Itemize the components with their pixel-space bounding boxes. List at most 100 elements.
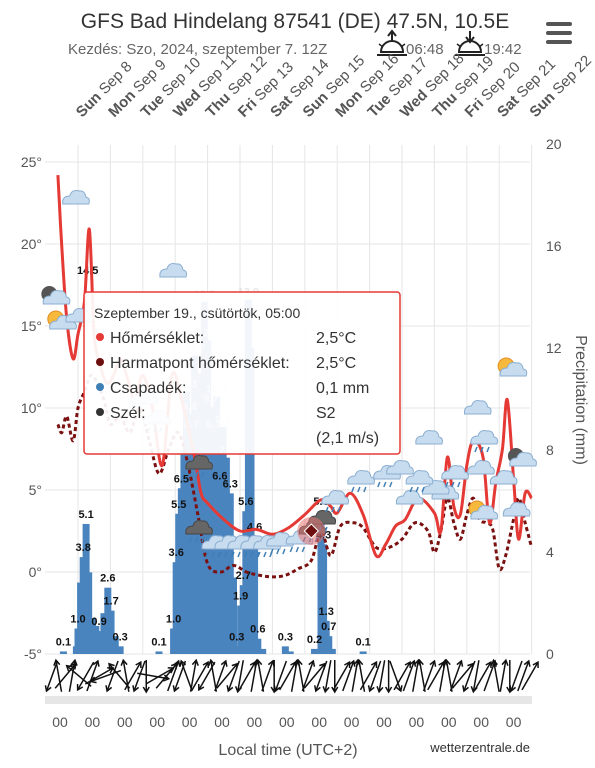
run-start: Kezdés: Szo, 2024, szeptember 7. 12Z <box>68 41 327 58</box>
cloud-icon <box>395 490 424 505</box>
rain-drop <box>486 446 490 453</box>
precipitation-tick-label: 16 <box>546 238 562 254</box>
wind-arrow <box>53 658 63 692</box>
wind-arrow <box>490 658 500 692</box>
precipitation-tick-label: 12 <box>546 340 562 356</box>
wind-arrow <box>76 661 95 692</box>
wind-shaft <box>445 660 453 692</box>
wind-head <box>395 685 403 693</box>
precipitation-bar <box>59 651 67 654</box>
rain-drop <box>331 506 335 513</box>
wind-arrow <box>132 660 146 693</box>
wind-arrow <box>359 660 378 691</box>
precipitation-value-label: 1.9 <box>233 591 248 603</box>
wind-shaft <box>77 661 95 691</box>
cloud-shape <box>42 290 71 305</box>
wind-shaft <box>124 661 142 691</box>
hour-tick-label: 00 <box>376 714 392 730</box>
wind-shaft <box>227 660 240 692</box>
precipitation-value-label: 0.1 <box>355 636 370 648</box>
scrollbar[interactable] <box>45 696 532 704</box>
wind-arrow <box>120 658 130 692</box>
wind-shaft <box>499 660 507 692</box>
wind-head <box>429 659 437 667</box>
precipitation-value-label: 0.9 <box>91 616 106 628</box>
wind-shaft <box>324 660 332 692</box>
temperature-tick-label: 25° <box>21 154 42 170</box>
wind-head <box>53 658 61 666</box>
wind-arrow <box>179 659 193 692</box>
rain-drop <box>409 486 413 493</box>
highlight-diamond <box>303 523 319 539</box>
cloud-icon <box>62 190 90 205</box>
wind-shaft <box>210 660 218 692</box>
wind-head <box>44 685 52 693</box>
temperature-tick-label: -5° <box>24 646 42 662</box>
wind-head <box>384 686 393 694</box>
precipitation-value-label: 5.6 <box>238 496 253 508</box>
precipitation-value-label: 0.3 <box>229 631 244 643</box>
tooltip-temp-value: 2,5°C <box>316 330 356 347</box>
rain-cloud-icon <box>470 430 499 453</box>
precipitation-value-label: 1.0 <box>70 614 85 626</box>
wind-head <box>273 685 281 693</box>
menu-icon[interactable] <box>546 22 572 44</box>
rain-drop <box>224 551 228 558</box>
precipitation-bar <box>111 636 119 654</box>
credit[interactable]: wetterzentrale.de <box>429 740 530 755</box>
wind-shaft <box>137 672 169 680</box>
precipitation-value-label: 6.6 <box>212 471 227 483</box>
wind-head <box>462 685 469 693</box>
wind-arrow <box>189 658 199 692</box>
wind-head <box>295 658 303 666</box>
wind-shaft <box>84 667 114 685</box>
wind-arrow <box>389 660 403 693</box>
wind-head <box>322 686 330 694</box>
precipitation-value-label: 1.3 <box>319 606 334 618</box>
hour-tick-label: 00 <box>409 714 425 730</box>
rain-drop <box>205 551 209 558</box>
wind-arrow <box>376 660 386 694</box>
wind-arrow <box>462 660 476 693</box>
cloud-shape <box>421 480 450 495</box>
wind-arrow <box>422 659 437 692</box>
partly-sunny-icon <box>497 357 528 377</box>
highlight-marker <box>297 517 326 545</box>
precipitation-bar <box>100 613 108 654</box>
wind-head <box>173 659 181 667</box>
storm-cloud-icon <box>185 520 213 543</box>
sunset-icon <box>455 31 485 56</box>
wind-arrow <box>517 659 531 692</box>
wind-arrow <box>301 659 316 692</box>
wind-shaft <box>378 660 386 692</box>
wind-head <box>132 685 140 693</box>
precipitation-bar <box>311 648 319 654</box>
rain-cloud-icon <box>347 470 375 493</box>
wind-arrow <box>393 660 411 691</box>
wind-head <box>108 662 115 670</box>
wind-head <box>92 659 100 667</box>
wind-head <box>135 660 142 668</box>
wind-shaft <box>236 660 245 692</box>
wind-head <box>308 659 316 667</box>
temperature-tick-label: 15° <box>21 318 42 334</box>
rain-drop <box>351 486 355 493</box>
wind-arrow <box>474 660 492 691</box>
tooltip-precip-value: 0,1 mm <box>316 380 369 397</box>
cloud-shape <box>470 505 499 520</box>
wind-head <box>367 685 375 693</box>
precipitation-value-label: 0.2 <box>307 634 322 646</box>
wind-shaft <box>261 660 274 692</box>
cloud-icon <box>386 460 414 475</box>
rain-drop <box>457 481 461 488</box>
cloud-icon <box>421 480 450 495</box>
rain-drop <box>218 551 222 558</box>
chart-title: GFS Bad Hindelang 87541 (DE) 47.5N, 10.5… <box>81 10 509 33</box>
precipitation-bar <box>359 651 367 654</box>
wind-head <box>70 658 78 666</box>
hour-tick-label: 00 <box>344 714 360 730</box>
wind-arrow <box>105 660 119 693</box>
wind-arrow <box>155 662 178 689</box>
wind-head <box>331 686 339 694</box>
precipitation-bar <box>85 572 93 654</box>
